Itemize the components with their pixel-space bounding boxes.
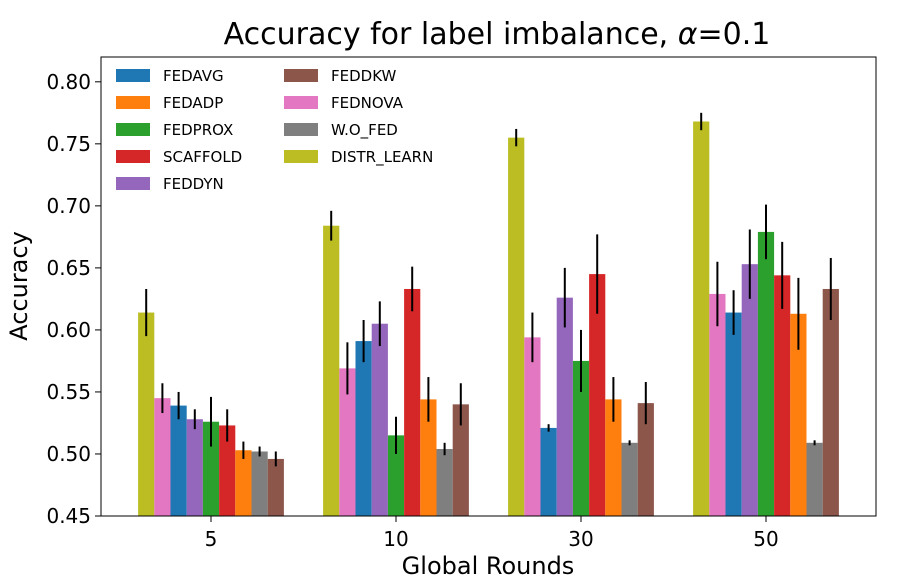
y-tick-label: 0.70 — [46, 194, 91, 218]
legend-label-fedprox: FEDPROX — [163, 121, 233, 139]
y-tick-label: 0.60 — [46, 318, 91, 342]
bar-fednova-round-50 — [709, 293, 726, 516]
chart-title-alpha: α — [678, 17, 698, 52]
bar-distr-learn-round-10 — [323, 225, 340, 516]
bar-feddyn-round-5 — [186, 419, 203, 516]
y-axis-label: Accuracy — [5, 231, 33, 341]
legend: FEDAVG FEDADP FEDPROX SCAFFOLD FEDDYN FEDDKW F… — [116, 67, 433, 193]
legend-swatch-fednova — [284, 96, 318, 109]
x-tick-label: 10 — [383, 527, 408, 551]
legend-label-fedavg: FEDAVG — [163, 67, 224, 85]
legend-swatch-w-o-fed — [284, 123, 318, 136]
bar-distr-learn-round-50 — [693, 121, 710, 516]
plot-frame — [100, 56, 877, 517]
bar-w-o-fed-round-30 — [621, 442, 638, 516]
bar-scaffold-round-30 — [589, 274, 606, 516]
bar-feddkw-round-30 — [637, 403, 654, 516]
bar-fednova-round-5 — [154, 398, 171, 516]
bar-distr-learn-round-5 — [138, 312, 155, 516]
bar-fedadp-round-10 — [420, 399, 437, 516]
x-axis-ticks: 5 10 30 50 — [205, 516, 779, 551]
bar-feddyn-round-30 — [556, 297, 573, 516]
bar-fednova-round-30 — [524, 337, 541, 516]
legend-label-distr-learn: DISTR_LEARN — [331, 148, 433, 167]
bar-feddyn-round-10 — [371, 323, 388, 516]
y-tick-label: 0.50 — [46, 442, 91, 466]
y-tick-label: 0.75 — [46, 132, 91, 156]
chart-title-suffix: =0.1 — [698, 17, 771, 52]
y-tick-label: 0.45 — [46, 504, 91, 528]
bars-group — [138, 121, 839, 517]
legend-label-feddyn: FEDDYN — [163, 175, 224, 193]
legend-label-fednova: FEDNOVA — [331, 94, 404, 112]
y-tick-label: 0.80 — [46, 70, 91, 94]
legend-swatch-fedadp — [116, 96, 150, 109]
bar-scaffold-round-10 — [404, 288, 421, 516]
bar-feddkw-round-50 — [822, 288, 839, 516]
bar-fedavg-round-50 — [725, 312, 742, 516]
bar-fedprox-round-50 — [757, 231, 775, 517]
bar-fedprox-round-5 — [202, 421, 220, 516]
x-tick-label: 30 — [568, 527, 593, 551]
error-bars-group — [145, 112, 832, 467]
x-tick-label: 50 — [753, 527, 778, 551]
x-tick-label: 5 — [205, 527, 218, 551]
legend-label-w-o-fed: W.O_FED — [331, 121, 398, 140]
bar-fedavg-round-10 — [355, 341, 372, 516]
bar-w-o-fed-round-5 — [251, 451, 268, 516]
bar-feddkw-round-10 — [452, 404, 469, 516]
y-tick-label: 0.55 — [46, 380, 91, 404]
bar-fedadp-round-30 — [605, 399, 622, 516]
bar-distr-learn-round-30 — [508, 137, 525, 516]
legend-label-feddkw: FEDDKW — [331, 67, 397, 85]
legend-swatch-scaffold — [116, 150, 150, 163]
bar-scaffold-round-5 — [219, 425, 236, 516]
legend-label-scaffold: SCAFFOLD — [163, 148, 242, 166]
bar-fedadp-round-5 — [235, 450, 252, 516]
bar-scaffold-round-50 — [774, 275, 791, 516]
bar-fedprox-round-30 — [572, 360, 590, 516]
bar-feddkw-round-5 — [267, 458, 284, 516]
legend-swatch-feddyn — [116, 177, 150, 190]
x-axis-label: Global Rounds — [402, 552, 575, 580]
bar-w-o-fed-round-10 — [436, 449, 453, 516]
bar-feddyn-round-50 — [741, 264, 758, 516]
bar-fednova-round-10 — [339, 368, 356, 516]
chart-title: Accuracy for label imbalance, α=0.1 — [224, 17, 771, 52]
bar-fedadp-round-50 — [790, 313, 807, 516]
chart-title-prefix: Accuracy for label imbalance, — [224, 17, 678, 52]
legend-swatch-feddkw — [284, 69, 318, 82]
bar-fedavg-round-5 — [170, 405, 187, 516]
legend-swatch-distr-learn — [284, 150, 318, 163]
legend-swatch-fedavg — [116, 69, 150, 82]
legend-label-fedadp: FEDADP — [163, 94, 223, 112]
bar-w-o-fed-round-50 — [806, 442, 823, 516]
legend-swatch-fedprox — [116, 123, 150, 136]
y-tick-label: 0.65 — [46, 256, 91, 280]
y-axis-ticks: 0.45 0.50 0.55 0.60 0.65 0.70 0.75 0.80 — [46, 70, 101, 528]
bar-fedprox-round-10 — [387, 435, 405, 516]
bar-fedavg-round-30 — [540, 427, 557, 516]
